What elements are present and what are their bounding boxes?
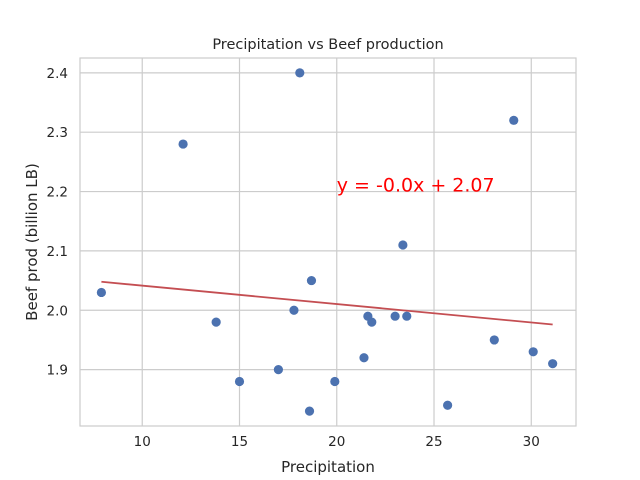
data-point — [234, 376, 245, 387]
x-tick-label: 30 — [523, 434, 540, 450]
data-point — [178, 139, 188, 149]
data-point — [359, 353, 369, 363]
x-axis-label: Precipitation — [281, 458, 375, 476]
y-tick-label: 2.1 — [47, 244, 68, 260]
data-point — [306, 275, 317, 286]
data-point — [211, 317, 221, 327]
data-point — [295, 68, 305, 78]
data-point — [390, 311, 400, 321]
x-tick-label: 20 — [328, 434, 345, 450]
regression-line-layer — [101, 280, 553, 326]
x-tick-label: 25 — [425, 434, 442, 450]
y-tick-label: 2.4 — [47, 66, 68, 82]
x-tick-label: 10 — [134, 434, 151, 450]
data-point — [398, 240, 408, 250]
data-point — [489, 335, 499, 345]
data-point — [528, 347, 538, 357]
y-tick-label: 1.9 — [47, 363, 68, 379]
data-point — [273, 365, 283, 375]
data-point — [289, 305, 299, 315]
x-tick-labels: 10 15 20 25 30 — [134, 434, 540, 450]
data-point — [548, 359, 558, 369]
data-point — [330, 376, 340, 387]
data-point — [509, 115, 519, 125]
regression-equation: y = -0.0x + 2.07 — [337, 175, 495, 197]
data-point — [402, 311, 412, 321]
chart-title: Precipitation vs Beef production — [212, 37, 443, 53]
y-tick-label: 2.2 — [47, 185, 68, 201]
data-point — [96, 287, 106, 298]
data-point — [443, 400, 453, 410]
data-point — [367, 317, 377, 327]
plot-frame — [79, 57, 577, 427]
data-point — [304, 406, 315, 416]
data-points — [96, 68, 558, 416]
y-tick-label: 2.0 — [47, 303, 68, 319]
y-tick-labels: 1.9 2.0 2.1 2.2 2.3 2.4 — [47, 66, 68, 379]
grid-lines — [80, 58, 576, 426]
x-tick-label: 15 — [231, 434, 248, 450]
y-tick-label: 2.3 — [47, 125, 68, 141]
y-axis-label: Beef prod (billion LB) — [23, 163, 41, 321]
regression-line — [101, 280, 553, 326]
